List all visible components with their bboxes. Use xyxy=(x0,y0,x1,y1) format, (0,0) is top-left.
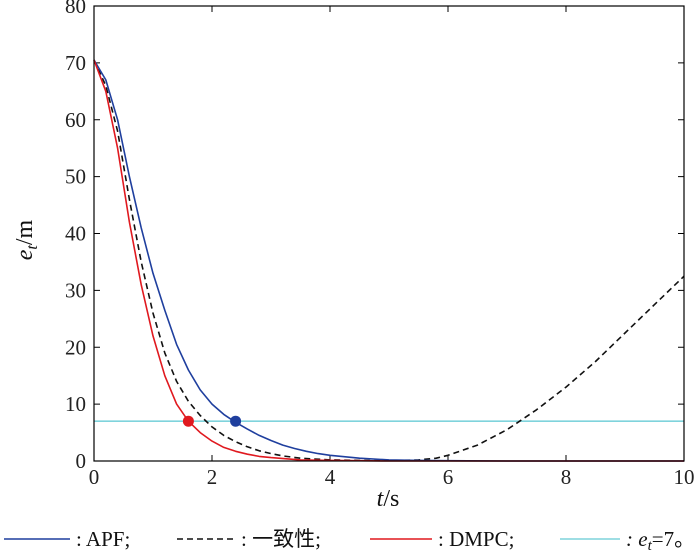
y-tick-label: 70 xyxy=(65,51,86,75)
y-tick-label: 50 xyxy=(65,165,86,189)
y-tick-label: 60 xyxy=(65,108,86,132)
axes-frame xyxy=(93,5,685,462)
x-tick-label: 2 xyxy=(207,465,218,489)
x-tick-label: 10 xyxy=(674,465,695,489)
legend-label-dmpc: : DMPC; xyxy=(438,527,514,551)
legend-label-apf: : APF; xyxy=(76,527,130,551)
legend-label-threshold: : et=7。 xyxy=(626,527,695,553)
y-axis-label: et/m xyxy=(12,219,41,260)
ticks-layer: 0 2 4 6 8 10 0 10 20 30 40 50 60 70 80 xyxy=(65,0,695,489)
crossing-point-marker xyxy=(230,415,242,427)
x-tick-label: 0 xyxy=(89,465,100,489)
y-tick-label: 80 xyxy=(65,0,86,18)
legend: : APF; : 一致性; : DMPC; : et=7。 xyxy=(4,527,695,553)
y-tick-label: 20 xyxy=(65,335,86,359)
series-line-apf xyxy=(93,59,684,462)
y-tick-label: 10 xyxy=(65,392,86,416)
x-tick-label: 6 xyxy=(443,465,454,489)
series-layer xyxy=(93,59,685,462)
legend-label-consensus: : 一致性; xyxy=(241,527,321,551)
y-tick-label: 0 xyxy=(76,449,87,473)
x-tick-label: 4 xyxy=(325,465,336,489)
series-line-consensus xyxy=(93,59,685,462)
y-tick-label: 30 xyxy=(65,278,86,302)
x-tick-label: 8 xyxy=(561,465,572,489)
x-axis-label: t/s xyxy=(377,486,400,512)
series-line-dmpc xyxy=(93,59,684,462)
crossing-point-marker xyxy=(182,415,194,427)
y-tick-label: 40 xyxy=(65,222,86,246)
